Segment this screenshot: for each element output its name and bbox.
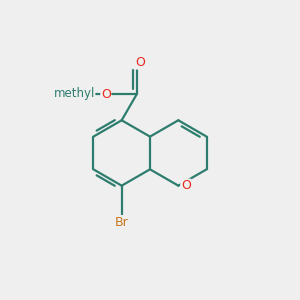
Text: O: O <box>101 88 111 101</box>
Text: O: O <box>181 179 191 192</box>
Text: O: O <box>136 56 146 69</box>
Text: Br: Br <box>115 216 129 229</box>
Text: methyl: methyl <box>53 87 95 100</box>
